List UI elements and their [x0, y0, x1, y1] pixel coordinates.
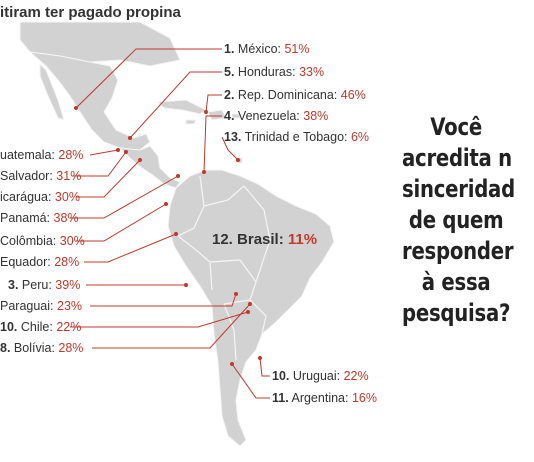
leader-venezuela [203, 115, 222, 173]
location-dots [74, 106, 262, 366]
dot-venezuela [202, 170, 206, 174]
dot-colombia [164, 202, 168, 206]
dot-paraguai [234, 292, 238, 296]
land-south-america [167, 169, 335, 447]
leader-el-salvador [72, 151, 127, 177]
dot-honduras [128, 136, 132, 140]
label-equador: Equador: 28% [0, 255, 80, 269]
label-venezuela: 4. Venezuela: 38% [224, 109, 329, 123]
dot-nicaragua [138, 158, 142, 162]
leader-honduras [129, 71, 222, 139]
question-line-4: de quem [408, 206, 504, 234]
dot-el-salvador [124, 150, 128, 154]
land-cuba [156, 99, 207, 115]
land-hispaniola [207, 109, 227, 121]
dot-panama [176, 174, 180, 178]
land-jamaica [185, 119, 197, 125]
label-panama: Panamá: 38% [0, 211, 79, 225]
leader-rep-dominicana [205, 94, 222, 113]
leader-panama [70, 175, 179, 219]
label-paraguai: Paraguai: 23% [0, 299, 83, 313]
label-nicaragua: icarágua: 30% [0, 190, 80, 204]
land-baja [39, 62, 65, 121]
leader-bolivia [92, 303, 251, 349]
dot-trinidad [236, 158, 240, 162]
leader-uruguai [259, 357, 270, 377]
dot-mexico [74, 106, 78, 110]
leader-lines [70, 48, 270, 399]
label-brasil: 12. Brasil: 11% [212, 231, 318, 248]
dot-argentina [230, 362, 234, 366]
label-bolivia: 8. Bolívia: 28% [0, 341, 84, 355]
land-puerto-rico [231, 113, 241, 119]
map-title: itiram ter pagado propina [0, 4, 181, 21]
question-line-2: acredita n [402, 144, 512, 172]
label-mexico: 1. México: 51% [224, 42, 310, 56]
question-line-1: Você [430, 113, 482, 141]
label-colombia: Colômbia: 30% [0, 234, 85, 248]
leader-equador [84, 233, 177, 263]
label-trinidad: 13. Trinidad e Tobago: 6% [224, 130, 370, 144]
leader-mexico [75, 48, 222, 109]
question-line-6: à essa [421, 268, 491, 296]
question-text: Você acredita n sinceridad de quem respo… [402, 112, 515, 329]
label-chile: 10. Chile: 22% [0, 320, 82, 334]
land-masses [19, 21, 335, 447]
leader-argentina [231, 363, 270, 399]
country-borders [177, 175, 271, 361]
dot-bolivia [248, 302, 252, 306]
leader-trinidad [221, 136, 239, 161]
label-uruguai: 10. Uruguai: 22% [272, 369, 369, 383]
land-mexico [28, 51, 151, 151]
land-central-america [118, 145, 181, 189]
leader-paraguai [90, 293, 237, 307]
dot-guatemala [116, 148, 120, 152]
map-area: itiram ter pagado propina 1. México: 51%… [0, 4, 377, 447]
label-peru: 3. Peru: 39% [8, 278, 81, 292]
dot-chile [246, 310, 250, 314]
leader-chile [70, 311, 249, 328]
label-argentina: 11. Argentina: 16% [272, 391, 377, 405]
dot-equador [174, 232, 178, 236]
question-line-5: responder [402, 237, 514, 265]
dot-rep-dominicana [204, 110, 208, 114]
label-rep-dominicana: 2. Rep. Dominicana: 46% [224, 88, 366, 102]
label-honduras: 5. Honduras: 33% [224, 65, 325, 79]
leader-guatemala [89, 149, 119, 156]
latin-america-map [19, 21, 335, 447]
dot-uruguai [258, 356, 262, 360]
leader-nicaragua [76, 159, 141, 198]
dot-peru [184, 283, 188, 287]
label-guatemala: uatemala: 28% [0, 148, 84, 162]
question-line-7: pesquisa? [402, 299, 511, 327]
question-line-3: sinceridad [402, 175, 515, 203]
leader-colombia [76, 203, 167, 242]
label-el-salvador: Salvador: 31% [0, 169, 82, 183]
land-usa [19, 21, 181, 67]
